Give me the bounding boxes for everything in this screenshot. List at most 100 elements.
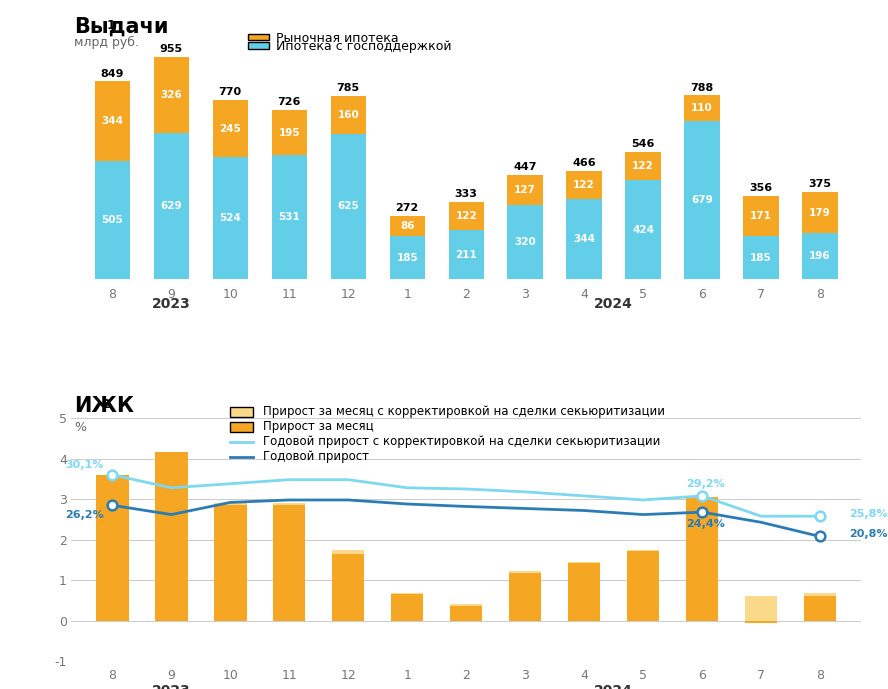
Text: 179: 179 (809, 207, 831, 218)
Text: 344: 344 (101, 116, 123, 126)
Text: 25,8%: 25,8% (850, 509, 888, 520)
Text: 6: 6 (698, 669, 706, 681)
Text: 245: 245 (219, 123, 242, 134)
Text: 320: 320 (514, 237, 536, 247)
FancyBboxPatch shape (248, 34, 268, 41)
Bar (804, 596, 836, 621)
Text: 424: 424 (632, 225, 654, 235)
Text: 356: 356 (749, 183, 773, 194)
Bar (273, 505, 305, 621)
Text: 5: 5 (639, 288, 647, 301)
Text: Выдачи: Выдачи (74, 17, 169, 37)
Bar (803, 192, 837, 234)
Bar (450, 606, 482, 621)
Bar (507, 205, 543, 279)
Bar (214, 503, 247, 621)
Text: 679: 679 (691, 195, 713, 205)
Bar (332, 554, 364, 621)
Text: 2: 2 (102, 398, 110, 411)
Text: 10: 10 (222, 288, 238, 301)
Text: 4: 4 (580, 288, 588, 301)
Text: Ипотека с господдержкой: Ипотека с господдержкой (276, 40, 452, 53)
Text: 333: 333 (455, 189, 478, 198)
Text: 326: 326 (161, 90, 182, 100)
Text: 524: 524 (219, 213, 242, 223)
Bar (627, 550, 660, 621)
Bar (390, 236, 425, 279)
Text: 3: 3 (521, 669, 529, 681)
Bar (212, 100, 248, 157)
Bar (567, 199, 602, 279)
Text: 211: 211 (456, 249, 477, 260)
Text: 785: 785 (337, 83, 360, 94)
Text: 9: 9 (167, 288, 175, 301)
Text: 11: 11 (281, 288, 297, 301)
Text: 2: 2 (463, 288, 470, 301)
Text: 26,2%: 26,2% (65, 510, 104, 520)
Text: 185: 185 (750, 253, 772, 263)
Text: 1: 1 (403, 288, 411, 301)
Bar (154, 56, 189, 132)
Bar (685, 95, 720, 121)
Text: ИЖК: ИЖК (74, 396, 134, 416)
Bar (332, 550, 364, 621)
Bar (214, 505, 247, 621)
Text: 447: 447 (513, 162, 537, 172)
Text: млрд руб.: млрд руб. (74, 35, 139, 48)
Text: 2024: 2024 (594, 683, 633, 689)
Text: 505: 505 (101, 215, 123, 225)
Text: 127: 127 (514, 185, 536, 195)
Bar (272, 156, 307, 279)
Bar (95, 161, 130, 279)
Text: 195: 195 (279, 127, 300, 138)
Bar (330, 96, 366, 134)
Text: 86: 86 (400, 221, 415, 231)
Bar (450, 604, 482, 621)
Bar (509, 571, 542, 621)
Text: 185: 185 (396, 253, 418, 263)
Text: Годовой прирост с корректировкой на сделки секьюритизации: Годовой прирост с корректировкой на сдел… (263, 435, 660, 449)
Text: 2: 2 (463, 669, 470, 681)
Text: Годовой прирост: Годовой прирост (263, 451, 369, 464)
Text: 30,1%: 30,1% (65, 460, 104, 470)
Text: 629: 629 (161, 201, 182, 211)
Text: 8: 8 (108, 288, 116, 301)
Bar (391, 593, 424, 621)
Text: 2023: 2023 (152, 683, 191, 689)
Text: 122: 122 (574, 180, 595, 189)
Text: 8: 8 (816, 669, 824, 681)
Bar (391, 595, 424, 621)
Text: Прирост за месяц с корректировкой на сделки секьюритизации: Прирост за месяц с корректировкой на сде… (263, 405, 665, 418)
Text: 625: 625 (337, 201, 359, 212)
Text: 955: 955 (160, 44, 183, 54)
Text: Рыночная ипотека: Рыночная ипотека (276, 32, 399, 45)
Bar (330, 134, 366, 279)
Text: 375: 375 (809, 179, 831, 189)
Bar (745, 621, 777, 623)
Bar (803, 234, 837, 279)
Text: 546: 546 (631, 139, 654, 149)
Text: 7: 7 (757, 288, 765, 301)
Bar (804, 593, 836, 621)
Bar (743, 236, 779, 279)
Text: 10: 10 (222, 669, 238, 681)
Text: 110: 110 (691, 103, 713, 113)
Text: 726: 726 (278, 97, 301, 107)
FancyBboxPatch shape (248, 42, 268, 48)
Bar (625, 181, 661, 279)
Bar (625, 152, 661, 181)
Text: 531: 531 (278, 212, 300, 223)
Bar (155, 453, 187, 621)
Bar (627, 551, 660, 621)
Text: 466: 466 (573, 158, 596, 167)
Bar (448, 230, 484, 279)
Text: 849: 849 (100, 69, 124, 79)
FancyBboxPatch shape (230, 407, 253, 418)
Bar (155, 455, 187, 621)
Text: 8: 8 (108, 669, 116, 681)
Text: 12: 12 (340, 669, 356, 681)
Text: 12: 12 (340, 288, 356, 301)
Text: 11: 11 (281, 669, 297, 681)
Text: 770: 770 (218, 88, 242, 97)
Text: 20,8%: 20,8% (850, 529, 888, 539)
